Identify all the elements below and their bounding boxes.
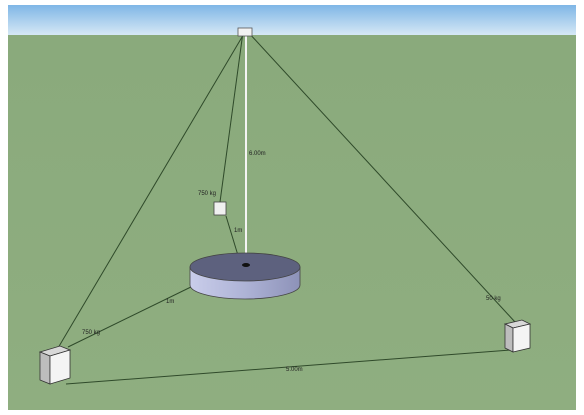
cable [57, 31, 246, 349]
dimension-label: 6.00m [249, 151, 266, 157]
mass-label: 750 kg [82, 330, 100, 336]
mass-label: 50 kg [486, 296, 501, 302]
dimension-label: 1m [166, 299, 174, 305]
cable [219, 31, 244, 203]
right-cube [503, 319, 532, 353]
cylinder [189, 252, 301, 300]
cable [247, 31, 516, 323]
dimension-label: 5.00m [286, 367, 303, 373]
apex [237, 27, 253, 37]
mass-label: 750 kg [198, 191, 216, 197]
dimension-label: 1m [234, 228, 242, 234]
ground [8, 35, 576, 410]
top-cube [213, 201, 227, 216]
cable [67, 284, 196, 348]
cables [57, 31, 516, 385]
cable [65, 349, 511, 385]
left-cube [38, 345, 72, 385]
sky [8, 5, 576, 35]
